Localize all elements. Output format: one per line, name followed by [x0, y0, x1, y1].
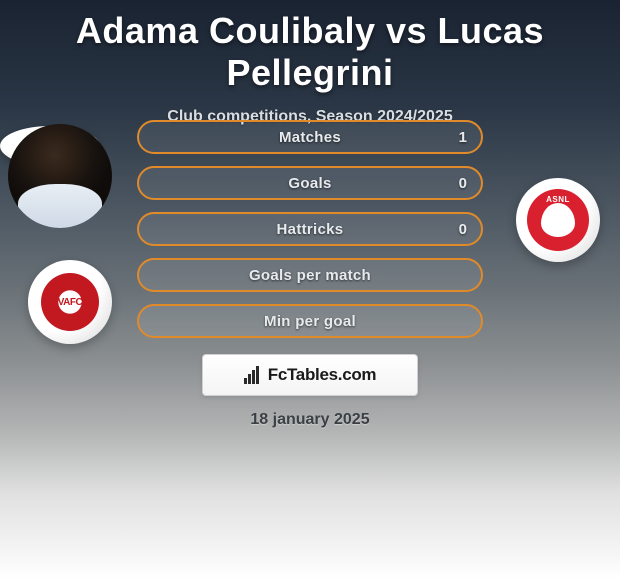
stats-table: Matches 1 Goals 0 Hattricks 0 Goals per … — [137, 120, 483, 350]
stat-value: 0 — [459, 221, 467, 238]
brand-attribution: FcTables.com — [202, 354, 418, 396]
player2-club-badge — [516, 178, 600, 262]
stat-row: Hattricks 0 — [137, 212, 483, 246]
stat-row: Goals 0 — [137, 166, 483, 200]
player1-photo — [8, 124, 112, 228]
stat-value: 0 — [459, 175, 467, 192]
stat-value: 1 — [459, 129, 467, 146]
footer-date: 18 january 2025 — [0, 411, 620, 429]
stat-label: Goals — [288, 175, 331, 192]
player1-club-badge — [28, 260, 112, 344]
stat-label: Hattricks — [277, 221, 344, 238]
stat-label: Goals per match — [249, 267, 371, 284]
vafc-crest-icon — [41, 273, 99, 331]
asnl-crest-icon — [527, 189, 589, 251]
stat-label: Min per goal — [264, 313, 356, 330]
bar-chart-icon — [244, 366, 262, 384]
stat-row: Goals per match — [137, 258, 483, 292]
stat-row: Min per goal — [137, 304, 483, 338]
stat-row: Matches 1 — [137, 120, 483, 154]
brand-text: FcTables.com — [268, 365, 377, 385]
player1-photo-placeholder — [8, 124, 112, 228]
page-title: Adama Coulibaly vs Lucas Pellegrini — [0, 0, 620, 94]
stat-label: Matches — [279, 129, 341, 146]
